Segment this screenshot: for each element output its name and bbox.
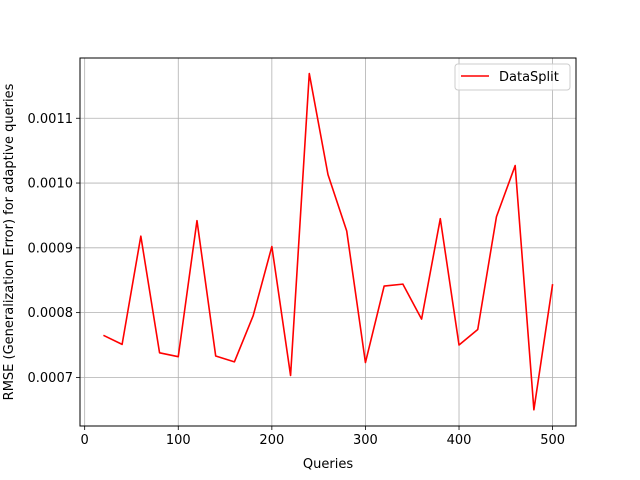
x-tick-label: 500	[540, 433, 565, 448]
y-tick-label: 0.0011	[28, 112, 74, 127]
x-tick-label: 0	[81, 433, 89, 448]
y-tick-label: 0.0009	[28, 241, 74, 256]
y-tick-label: 0.0008	[28, 306, 74, 321]
y-tick-label: 0.0010	[28, 177, 74, 192]
y-tick-label: 0.0007	[28, 371, 74, 386]
legend-label-datasplit: DataSplit	[499, 70, 559, 85]
axis-ticks: 0 100 200 300 400 500 0.0007 0.0008 0.0009 0.0010…	[28, 112, 566, 448]
x-tick-label: 200	[259, 433, 284, 448]
y-axis-label: RMSE (Generalization Error) for adaptive…	[2, 83, 17, 400]
x-tick-label: 400	[447, 433, 472, 448]
x-axis-label: Queries	[303, 457, 353, 472]
series-line-datasplit	[103, 72, 554, 411]
legend-box	[454, 63, 571, 91]
grid	[80, 58, 576, 426]
legend: DataSplit	[454, 63, 571, 91]
x-tick-label: 300	[353, 433, 378, 448]
x-tick-label: 100	[166, 433, 191, 448]
plot-frame	[79, 57, 577, 427]
series-layer	[103, 72, 554, 411]
